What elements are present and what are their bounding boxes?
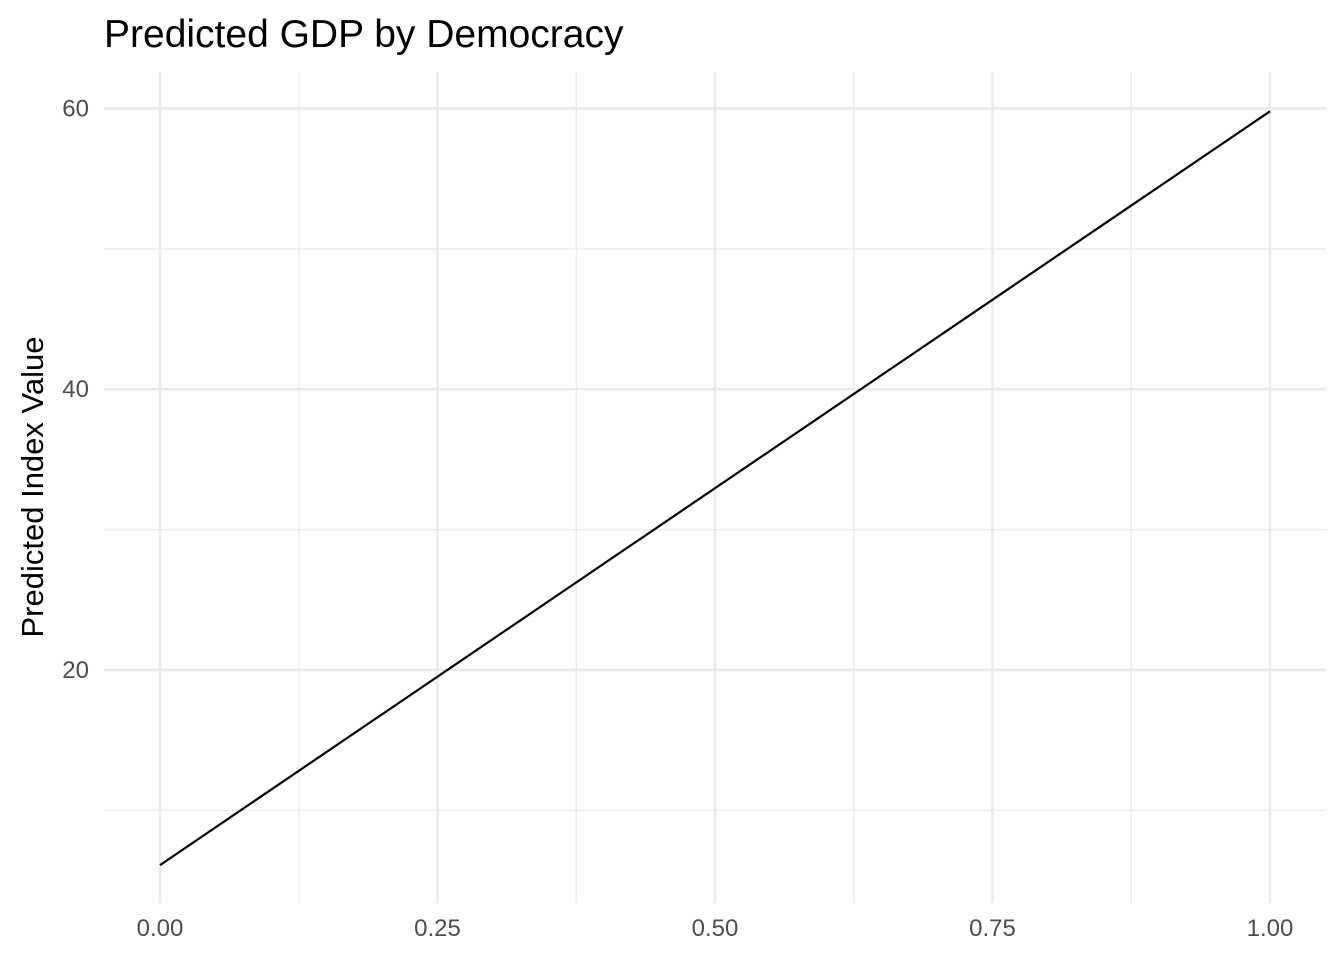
series-line bbox=[159, 110, 1271, 867]
chart-title: Predicted GDP by Democracy bbox=[104, 13, 624, 56]
tick-labels: 20 40 60 0.00 0.25 0.50 0.75 1.00 bbox=[62, 95, 1293, 942]
y-tick-label: 40 bbox=[62, 376, 89, 403]
y-tick-label: 20 bbox=[62, 657, 89, 684]
x-tick-label: 0.25 bbox=[414, 915, 461, 942]
y-axis-label: Predicted Index Value bbox=[15, 336, 50, 637]
x-tick-label: 1.00 bbox=[1247, 915, 1294, 942]
x-tick-label: 0.00 bbox=[137, 915, 184, 942]
x-tick-label: 0.50 bbox=[692, 915, 739, 942]
y-tick-label: 60 bbox=[62, 95, 89, 122]
x-tick-label: 0.75 bbox=[969, 915, 1016, 942]
series-layer bbox=[159, 110, 1271, 867]
